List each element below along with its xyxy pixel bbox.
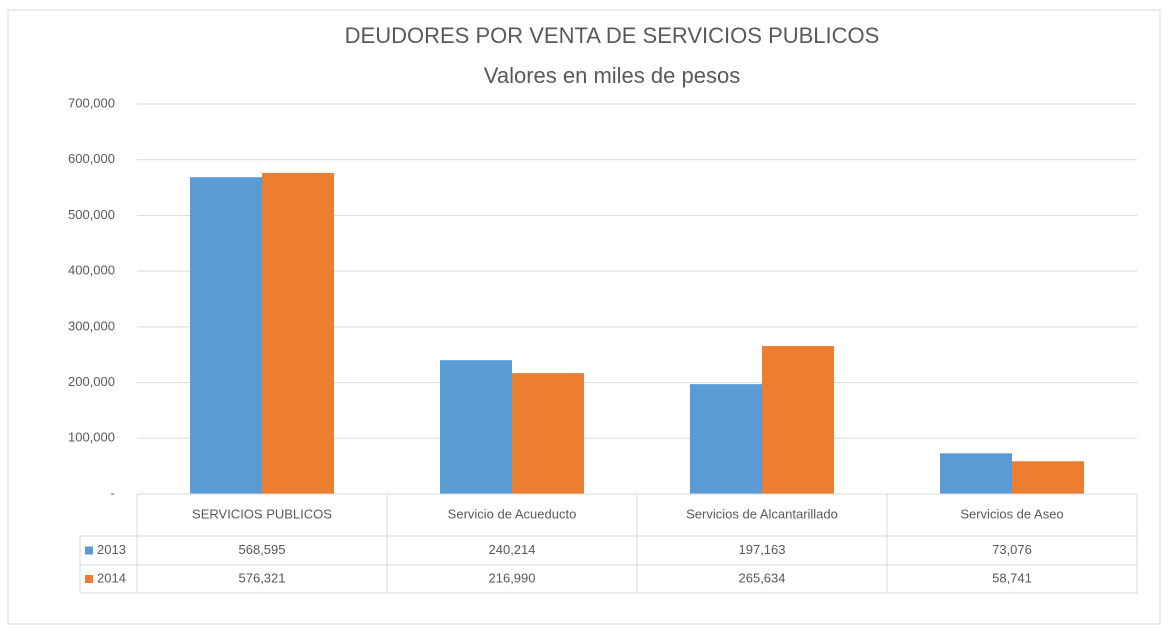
table-value: 568,595 [239, 542, 286, 557]
chart-border [7, 9, 1161, 625]
bar [762, 346, 834, 494]
y-tick-label: 300,000 [68, 318, 115, 333]
legend-swatch [85, 546, 93, 555]
table-value: 197,163 [739, 542, 786, 557]
bar [440, 360, 512, 494]
bar [190, 177, 262, 494]
x-tick-label: Servicio de Acueducto [448, 506, 577, 521]
y-tick-label: 400,000 [68, 263, 115, 278]
chart-title: DEUDORES POR VENTA DE SERVICIOS PUBLICOS [345, 23, 880, 48]
bar [690, 384, 762, 494]
legend-swatch [85, 575, 93, 583]
y-tick-label: 500,000 [68, 207, 115, 222]
x-tick-label: Servicios de Aseo [960, 506, 1063, 521]
x-tick-label: Servicios de Alcantarillado [686, 506, 838, 521]
table-value: 265,634 [739, 570, 786, 585]
y-tick-label: - [111, 485, 115, 500]
bar [262, 172, 334, 495]
legend-label: 2013 [97, 542, 126, 557]
table-value: 73,076 [992, 542, 1032, 557]
table-value: 58,741 [992, 570, 1032, 585]
table-value: 576,321 [239, 570, 286, 585]
chart-subtitle: Valores en miles de pesos [484, 63, 740, 88]
y-tick-label: 600,000 [68, 151, 115, 166]
table-value: 216,990 [489, 570, 536, 585]
y-tick-label: 200,000 [68, 374, 115, 389]
y-tick-label: 700,000 [68, 95, 115, 110]
x-tick-label: SERVICIOS PUBLICOS [192, 506, 332, 521]
bar [1012, 461, 1084, 494]
table-value: 240,214 [489, 542, 536, 557]
legend-label: 2014 [97, 570, 126, 585]
bar [512, 373, 584, 494]
bar [940, 453, 1012, 494]
y-tick-label: 100,000 [68, 430, 115, 445]
